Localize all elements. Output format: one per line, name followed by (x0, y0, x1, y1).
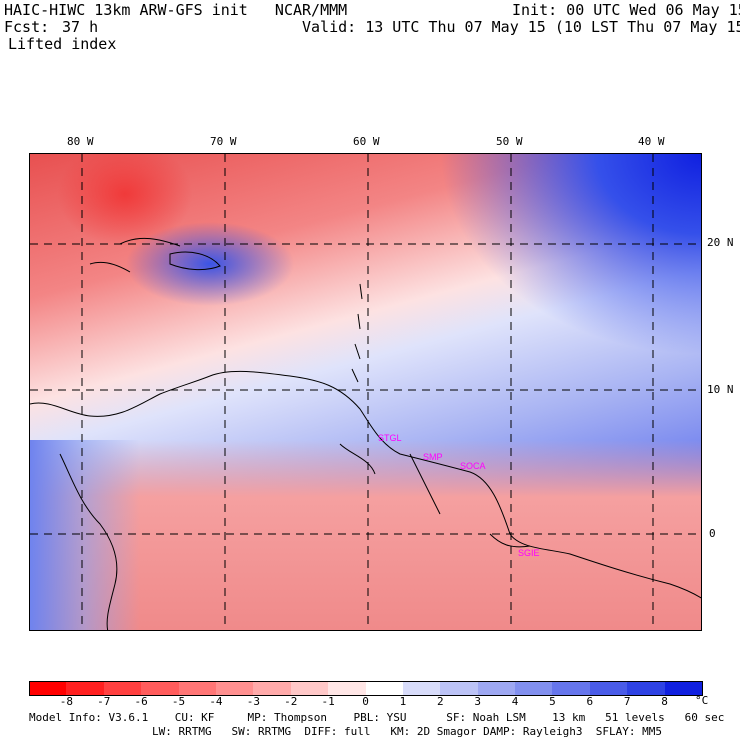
colorbar-label: -3 (246, 695, 260, 708)
colorbar-label: -6 (134, 695, 148, 708)
colorbar-cell (589, 681, 628, 696)
model-info-line2: LW: RRTMG SW: RRTMG DIFF: full KM: 2D Sm… (152, 725, 662, 738)
colorbar-cell (215, 681, 254, 696)
colorbar-label: 6 (586, 695, 594, 708)
graticule (30, 154, 701, 630)
lat-label-0: 0 (709, 527, 716, 540)
colorbar-label: 5 (549, 695, 556, 708)
colorbar-cell (29, 681, 68, 696)
colorbar-cell (515, 681, 553, 696)
pacific-positive-region (30, 440, 140, 630)
lon-label-50w: 50 W (496, 135, 523, 148)
colorbar-cell (627, 681, 666, 696)
lon-label-70w: 70 W (210, 135, 237, 148)
atlantic-positive-region (441, 154, 701, 394)
station-markers: STGL SMP SOCA SGIE (378, 433, 540, 558)
coastlines (30, 237, 701, 630)
colorbar-label: -2 (284, 695, 298, 708)
colorbar-cell (66, 681, 105, 696)
colorbar-cell (664, 681, 704, 696)
lon-label-80w: 80 W (67, 135, 94, 148)
lifted-index-map: STGL SMP SOCA SGIE (29, 153, 702, 631)
colorbar-cell (552, 681, 591, 696)
colorbar-cell (103, 681, 142, 696)
init-time: Init: 00 UTC Wed 06 May 15 (512, 1, 740, 19)
colorbar-label: -4 (209, 695, 223, 708)
station-smp: SMP (423, 452, 443, 462)
colorbar-cell (290, 681, 329, 696)
colorbar-label: -8 (59, 695, 73, 708)
colorbar-cell (402, 681, 441, 696)
colorbar-cell (440, 681, 479, 696)
colorbar-cell (178, 681, 217, 696)
colorbar-label: -1 (321, 695, 335, 708)
lon-label-40w: 40 W (638, 135, 665, 148)
colorbar-label: -5 (171, 695, 186, 708)
colorbar-label: 0 (362, 695, 369, 708)
lat-label-20n: 20 N (707, 236, 734, 249)
colorbar-label: 3 (474, 695, 481, 708)
map-overlay: STGL SMP SOCA SGIE (30, 154, 701, 630)
colorbar-cell (253, 681, 292, 696)
south-negative-region (30, 440, 701, 630)
colorbar-cell (141, 681, 180, 696)
colorbar-label: 8 (661, 695, 668, 708)
forecast-label: Fcst: (4, 18, 50, 36)
lat-label-10n: 10 N (707, 383, 734, 396)
model-info-line1: Model Info: V3.6.1 CU: KF MP: Thompson P… (29, 711, 725, 724)
colorbar-label: 7 (623, 695, 631, 708)
field-name: Lifted index (8, 35, 117, 53)
colorbar-label: 4 (511, 695, 519, 708)
colorbar-cell (365, 681, 404, 696)
station-sgie: SGIE (518, 548, 540, 558)
colorbar-label: 2 (436, 695, 444, 708)
station-stgl: STGL (378, 433, 402, 443)
chart-title: HAIC-HIWC 13km ARW-GFS init NCAR/MMM (4, 1, 348, 19)
forecast-hour: 37 h (62, 18, 99, 36)
colorbar-cell (477, 681, 516, 696)
colorbar-label: 1 (399, 695, 407, 708)
colorbar-cell (328, 681, 366, 696)
lon-label-60w: 60 W (353, 135, 380, 148)
valid-time: Valid: 13 UTC Thu 07 May 15 (10 LST Thu … (302, 18, 740, 36)
colorbar-label: -7 (97, 695, 111, 708)
colorbar-unit: °C (695, 694, 709, 707)
station-soca: SOCA (460, 461, 486, 471)
